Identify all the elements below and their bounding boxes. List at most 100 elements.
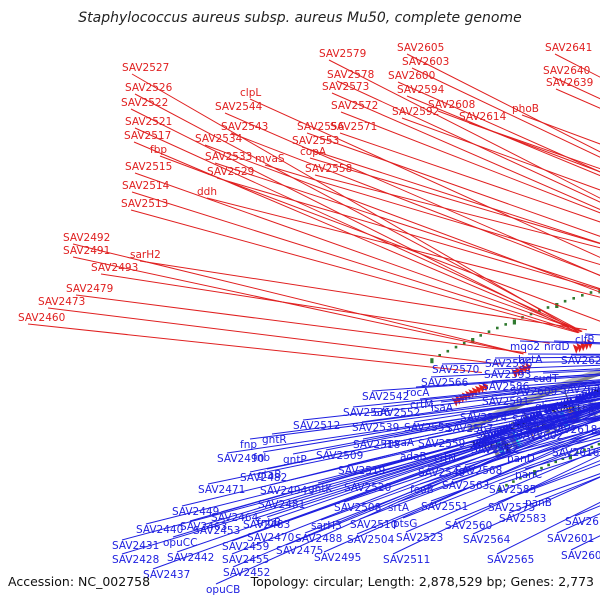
gene-label: SAV2609 — [510, 386, 557, 398]
leader-line — [214, 162, 600, 290]
leader-line — [402, 440, 600, 519]
gene-label: SAV2571 — [330, 121, 377, 133]
leader-line — [271, 391, 600, 435]
leader-line — [468, 122, 600, 170]
forward-gene-arrow — [579, 341, 586, 352]
leader-line — [527, 353, 600, 355]
gene-label: SAV2511 — [383, 554, 430, 566]
leader-line — [339, 132, 600, 223]
gene-label: SAV2515 — [125, 161, 172, 173]
gene-label: fbp — [150, 144, 167, 156]
leader-line — [521, 114, 600, 145]
gc-mark — [498, 487, 502, 493]
gene-label: clpL — [240, 87, 261, 99]
gc-mark — [454, 345, 458, 349]
gene-label: SAV2483 — [243, 519, 290, 531]
gene-label: SAV2488 — [295, 533, 342, 545]
gene-label: gtaB — [257, 469, 281, 481]
leader-line — [139, 260, 587, 331]
gene-label: crtM — [410, 399, 433, 411]
gene-label: isaA — [431, 402, 454, 414]
gene-label: SAV2437 — [143, 569, 190, 581]
gene-label: SAV2543 — [221, 121, 268, 133]
gene-label: SAV2490 — [217, 453, 264, 465]
gc-mark — [590, 445, 594, 449]
gc-mark — [547, 463, 550, 467]
forward-gene-arrow — [478, 384, 485, 394]
gene-label: SAV2455 — [222, 554, 269, 566]
leader-line — [494, 356, 600, 359]
gene-label: SAV2428 — [112, 554, 159, 566]
leader-line — [249, 393, 600, 440]
gene-label: SAV2526 — [125, 82, 173, 94]
leader-line — [231, 409, 600, 555]
gene-label: SAV2519 — [338, 465, 385, 477]
gene-label: gntR — [262, 434, 287, 446]
leader-line — [498, 450, 600, 485]
leader-line — [392, 454, 600, 555]
gc-mark — [446, 349, 450, 353]
forward-gene-arrow — [572, 344, 579, 354]
leader-line — [496, 501, 600, 555]
leader-line — [359, 427, 600, 520]
gene-label: SAV2539 — [352, 422, 399, 434]
leader-line — [331, 92, 600, 210]
leader-line — [437, 110, 600, 173]
leader-line — [352, 381, 600, 408]
gene-label: panC — [515, 469, 542, 481]
leader-line — [497, 463, 600, 503]
gene-label: SAV2603 — [402, 56, 449, 68]
leader-line — [269, 401, 600, 486]
leader-line — [306, 132, 600, 237]
leader-line — [181, 405, 600, 507]
leader-line — [472, 476, 600, 535]
gene-label: SAV2523 — [396, 532, 443, 544]
gene-label: copA — [300, 146, 327, 158]
gene-label: SAV2553 — [292, 135, 339, 147]
gene-label: adaB — [400, 451, 427, 463]
leader-line — [27, 323, 482, 373]
forward-gene-arrow — [521, 364, 528, 374]
gene-label: SAV2622 — [561, 355, 600, 367]
gene-label: SAV2463 — [180, 521, 227, 533]
gene-label: SAV2573 — [322, 81, 369, 93]
leader-line — [430, 368, 600, 378]
leader-line — [485, 407, 600, 430]
leader-line — [226, 397, 600, 454]
gene-label: SAV2529 — [207, 166, 254, 178]
gene-label: mqo2 — [510, 341, 540, 353]
leader-line — [301, 146, 600, 244]
gene-label: SAV2593 — [484, 369, 531, 381]
gene-label: SAV2567 — [446, 423, 493, 435]
gene-label: srtA — [388, 502, 410, 514]
forward-gene-arrow — [481, 382, 488, 392]
gene-label: SAV2482 — [240, 472, 287, 484]
gene-label: SAV2544 — [215, 101, 263, 113]
gene-label: SAV2556 — [297, 121, 345, 133]
leader-line — [207, 402, 600, 485]
gene-label: SAV2610 — [565, 516, 600, 528]
gene-label: SAV2600 — [388, 70, 435, 82]
backbone-shadow — [466, 368, 600, 432]
gene-label: SAV2533 — [205, 151, 252, 163]
gene-label: SAV2618 — [550, 424, 597, 436]
gene-label: SAV2572 — [331, 100, 378, 112]
gc-mark — [554, 460, 557, 464]
forward-gene-arrow — [586, 339, 593, 349]
gene-label: SAV2512 — [293, 420, 340, 432]
leader-line — [356, 432, 600, 535]
gene-label: mvaS — [255, 153, 285, 165]
gene-label: cudT — [533, 373, 559, 385]
leader-line — [204, 144, 600, 293]
gc-mark — [505, 483, 508, 487]
leader-line — [159, 155, 600, 322]
gene-label: ptsG — [393, 518, 417, 530]
leader-line — [206, 197, 600, 298]
gene-label: SAV2596 — [485, 358, 533, 370]
gene-label: SAV2601 — [547, 533, 594, 545]
gene-label: SAV2517 — [124, 130, 171, 142]
gene-label: opuCB — [206, 584, 240, 596]
gene-label: SAV2481 — [258, 499, 305, 511]
leader-line — [430, 440, 600, 502]
